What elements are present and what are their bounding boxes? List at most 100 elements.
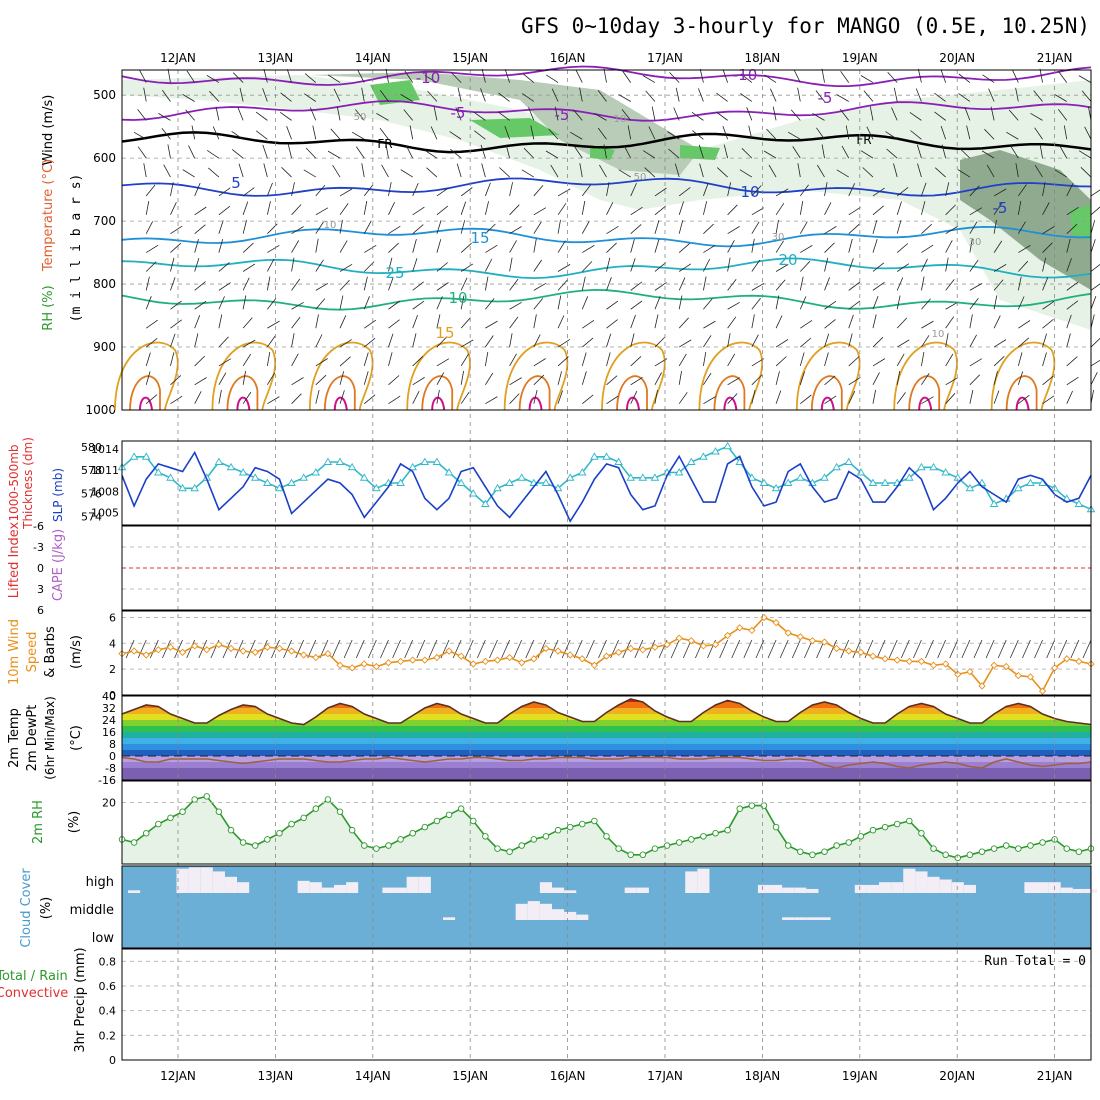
wind-barb — [170, 277, 176, 291]
wind-barb — [266, 276, 271, 291]
wind-barb — [678, 201, 684, 215]
wind-barb — [509, 393, 520, 404]
pressure-axis-label: (m i l l i b a r s) — [69, 174, 84, 323]
wind-barb — [869, 106, 874, 121]
wind-barb — [1018, 337, 1030, 348]
wind-barb — [170, 395, 183, 405]
wind-barb — [934, 92, 946, 102]
wind-barb — [603, 144, 607, 159]
wind-barb — [194, 238, 199, 253]
wind-barb — [412, 206, 425, 216]
temperature-contour-label: 20 — [778, 251, 797, 269]
wind-barb — [388, 202, 395, 215]
wind-barb — [768, 164, 777, 178]
surface-wind-barb — [864, 639, 874, 659]
wind10-axis-label-2: Speed — [25, 632, 40, 673]
wind-barb — [673, 107, 680, 121]
rh2m-point — [930, 845, 937, 852]
wind-barb — [133, 131, 147, 140]
wind-barb — [1066, 238, 1071, 253]
thickness-point — [468, 489, 478, 497]
middle-cloud-bar — [576, 914, 589, 920]
lifted-index-tick-label: 3 — [37, 583, 44, 596]
hot-contour — [226, 375, 259, 411]
rh2m-point — [433, 817, 441, 825]
wind-barb — [266, 352, 271, 366]
wind-barb — [574, 146, 583, 159]
wind-barb — [848, 333, 853, 348]
wind-barb — [1042, 395, 1055, 405]
temperature-contour — [121, 131, 1092, 154]
wind-barb — [993, 188, 1007, 197]
rh-contour-label: 50 — [354, 112, 367, 123]
wind-barb — [170, 225, 183, 235]
wind-barb — [291, 240, 300, 253]
wind-barb — [242, 370, 246, 385]
wind-barb — [775, 188, 789, 197]
high-cloud-bar — [891, 882, 904, 893]
wind-barb — [436, 282, 449, 291]
thickness-point — [674, 468, 684, 476]
thickness-point — [190, 483, 199, 492]
wind-barb — [969, 389, 974, 404]
wind-barb — [400, 169, 413, 178]
panel-frame — [121, 440, 1092, 526]
surface-wind-barb — [973, 639, 983, 659]
wind-barb — [751, 185, 762, 197]
wind-barb — [194, 281, 206, 291]
wind-barb — [557, 219, 561, 234]
day-label-bottom: 16JAN — [550, 1069, 586, 1083]
wind-barb — [145, 371, 151, 385]
wind-barb — [678, 263, 692, 272]
wind-speed-point — [978, 682, 986, 690]
cape-axis-label: CAPE (J/kg) — [51, 529, 66, 601]
wind-barb — [727, 226, 740, 235]
wind-barb — [557, 315, 565, 329]
wind-barb — [921, 335, 930, 348]
wind-barb — [824, 242, 835, 253]
wind-barb — [887, 72, 898, 83]
wind-barb — [533, 185, 544, 197]
wind-barb — [557, 390, 563, 404]
rh2m-point — [857, 833, 865, 840]
high-cloud-bar — [200, 867, 213, 893]
thickness-point — [263, 478, 272, 486]
wind-barb — [862, 167, 874, 178]
day-label-top: 14JAN — [355, 51, 391, 65]
wind-barb — [775, 219, 779, 234]
wind-barb — [727, 279, 737, 291]
wind-barb — [739, 169, 753, 178]
wind-barb — [579, 87, 583, 102]
wind-barb — [145, 394, 158, 405]
wind-speed-point — [360, 660, 368, 668]
wind-barb — [170, 182, 174, 197]
wind-barb — [485, 335, 494, 348]
surface-wind-barb — [295, 639, 305, 659]
rh2m-tick-label: 20 — [102, 797, 116, 810]
wind-barb — [339, 279, 350, 291]
precip-convective-label: Convective — [0, 986, 68, 1001]
dewpt2m-axis-label: 2m DewPt — [25, 705, 40, 772]
wind-speed-point — [166, 643, 175, 651]
wind-speed-point — [530, 655, 538, 663]
day-label-top: 21JAN — [1037, 51, 1073, 65]
wind-barb — [533, 334, 541, 348]
precip-tick-label: 0.4 — [99, 1005, 117, 1018]
wind-barb — [945, 240, 953, 253]
wind-barb — [848, 300, 861, 310]
wind-barb — [703, 258, 711, 272]
wind-barb — [485, 223, 496, 234]
wind-barb — [263, 163, 268, 178]
thickness-point — [178, 483, 187, 492]
wind-barb — [812, 113, 825, 121]
wind-barb — [557, 339, 571, 348]
wind-speed-point — [505, 653, 514, 662]
rh2m-point — [324, 796, 332, 803]
warm-contour — [503, 341, 569, 411]
panel-frame — [121, 610, 1092, 696]
wind-barb — [654, 220, 660, 234]
wind-barb — [886, 148, 898, 159]
wind-barb — [793, 69, 801, 83]
wind-barb — [409, 125, 414, 140]
wind-barb — [1042, 300, 1055, 310]
